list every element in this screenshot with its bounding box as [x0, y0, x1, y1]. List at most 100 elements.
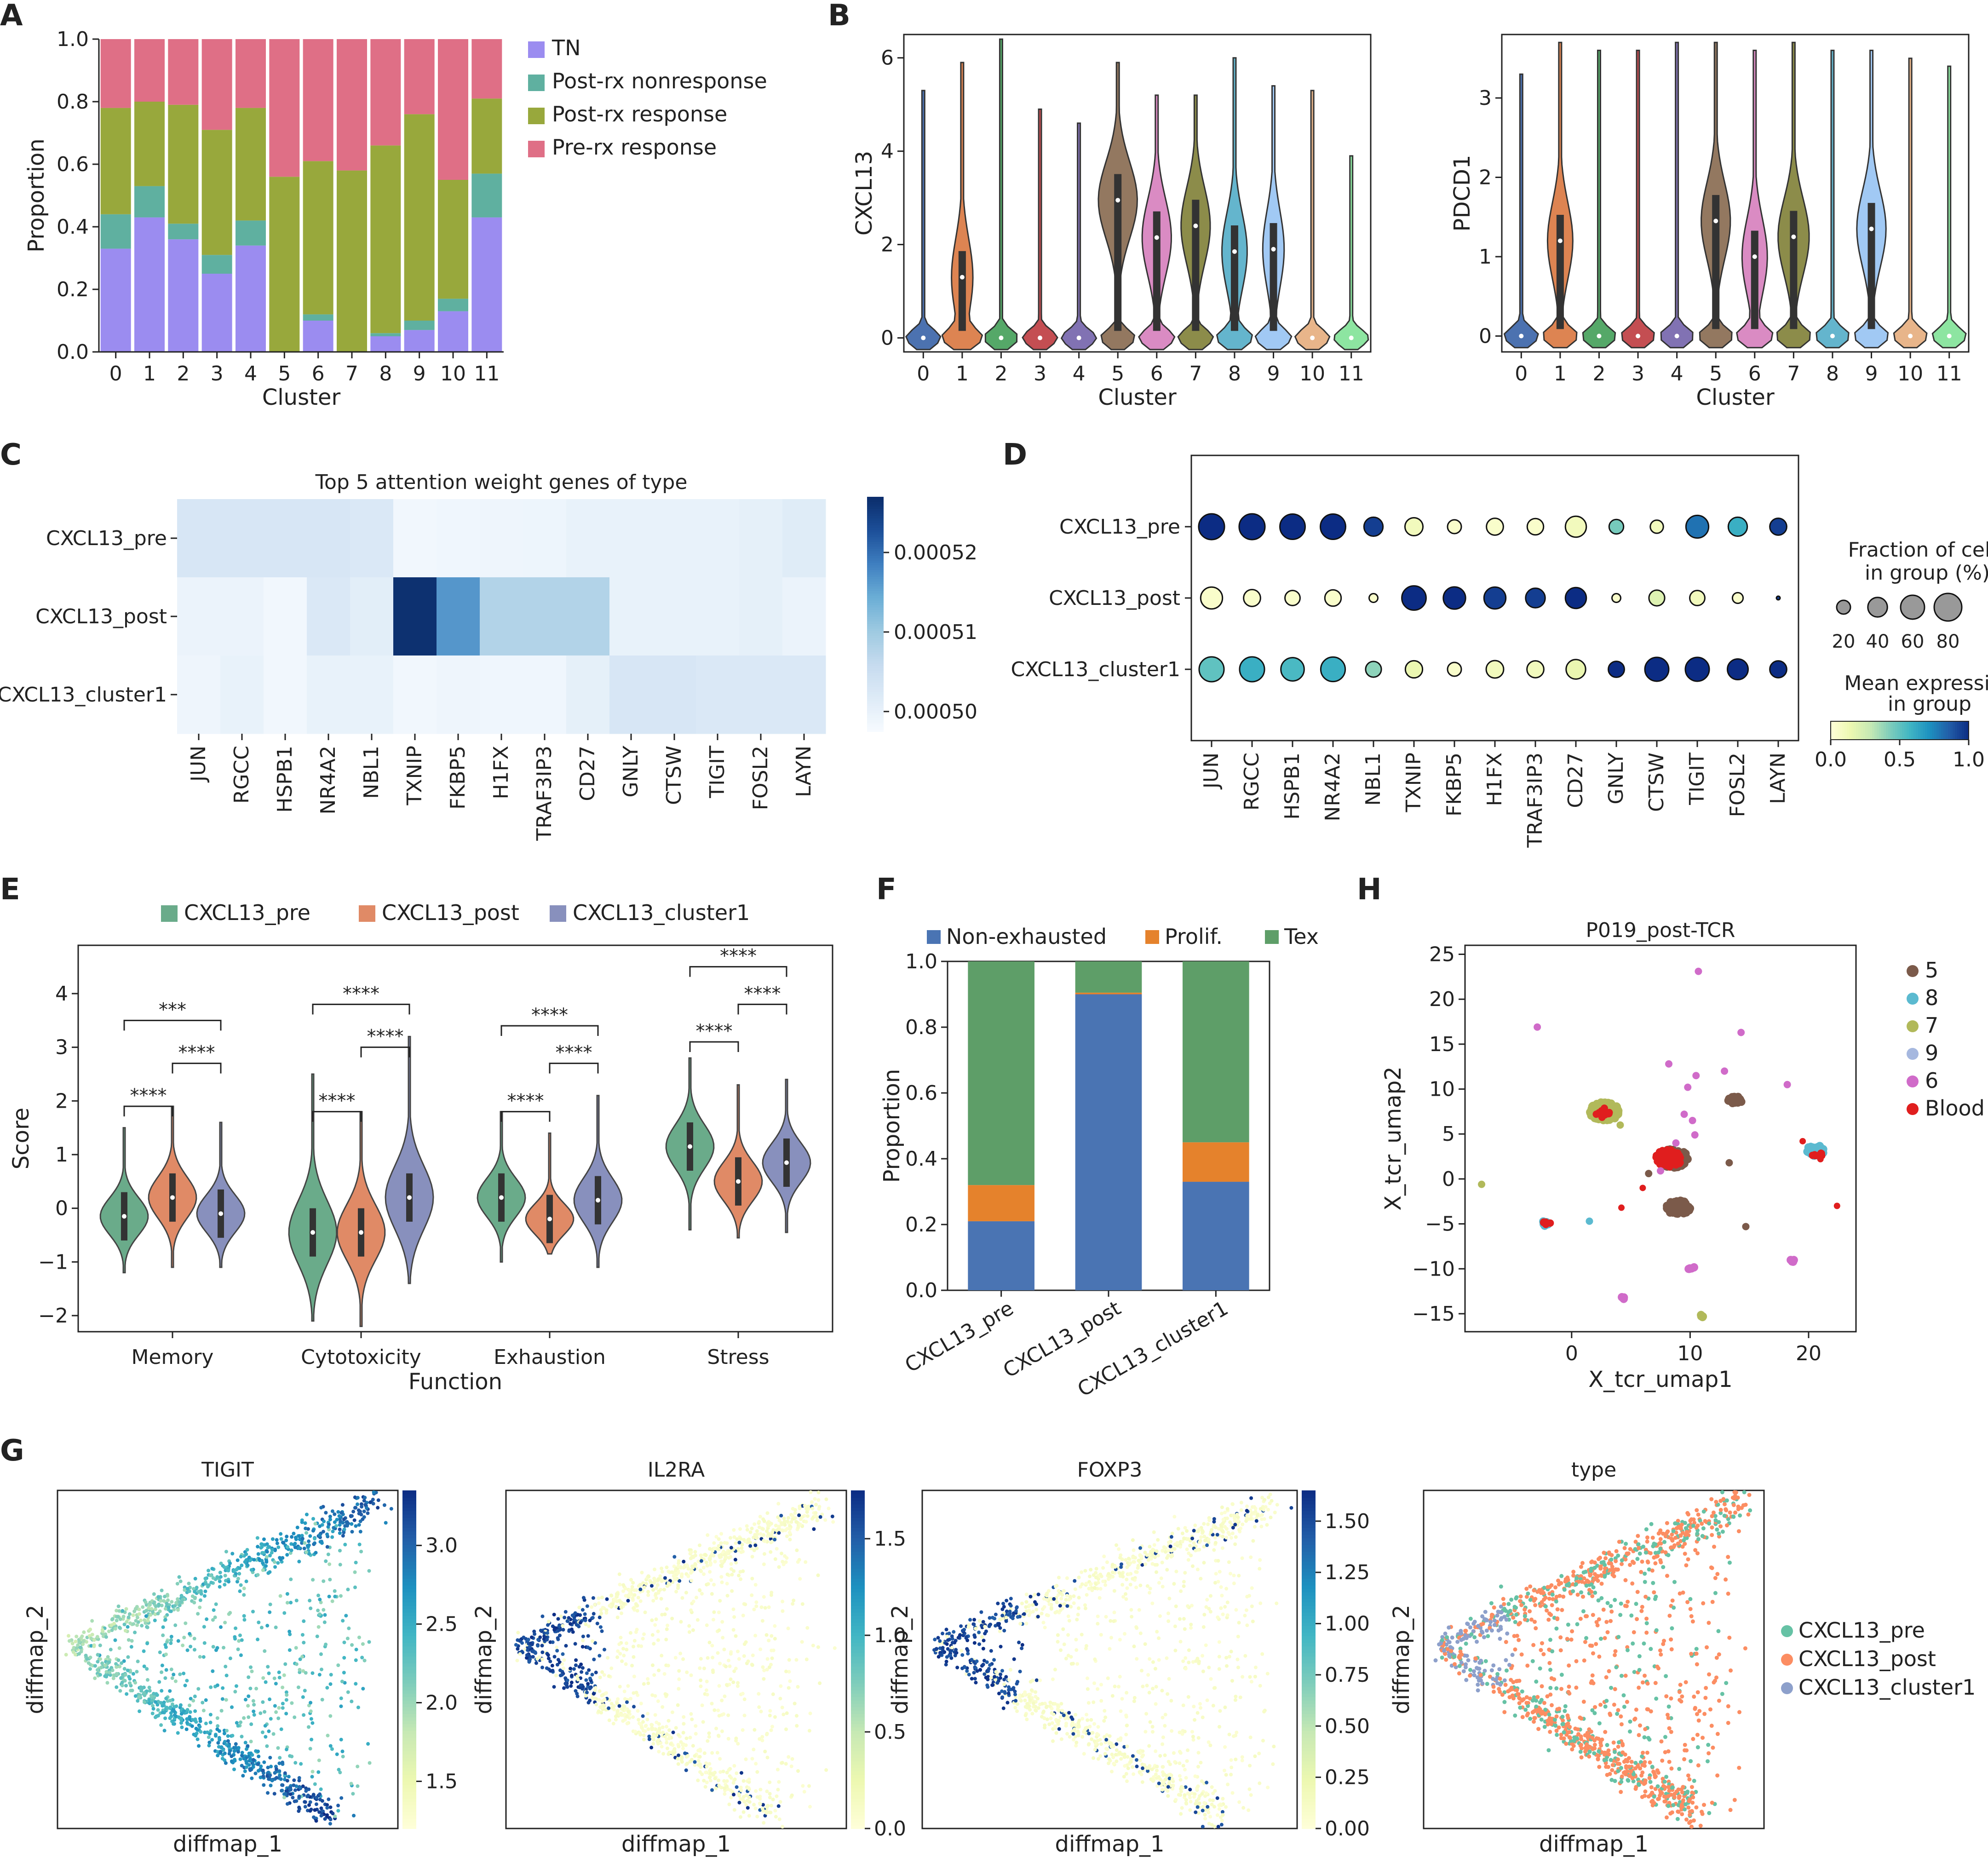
y-axis-label: CXCL13	[851, 151, 877, 236]
scatter-point	[235, 1721, 239, 1725]
heatmap-cell	[220, 499, 264, 578]
legend-label: Post-rx nonresponse	[552, 69, 767, 93]
scatter-point	[1261, 1739, 1265, 1743]
scatter-point	[176, 1597, 180, 1601]
scatter-point	[742, 1654, 746, 1658]
color-legend-step	[1900, 721, 1902, 740]
colorbar-step	[851, 1781, 865, 1785]
scatter-point	[1258, 1781, 1262, 1785]
scatter-point	[279, 1537, 283, 1541]
scatter-point	[328, 1562, 332, 1566]
violin-median	[960, 275, 965, 280]
bar-segment	[404, 330, 435, 352]
scatter-point	[818, 1681, 822, 1685]
scatter-point	[662, 1587, 666, 1592]
scatter-point	[665, 1741, 669, 1745]
scatter-point	[382, 1503, 386, 1507]
violin-body	[1582, 50, 1616, 349]
scatter-point	[607, 1706, 611, 1710]
scatter-point	[608, 1604, 612, 1608]
scatter-point	[169, 1638, 173, 1642]
colorbar-step	[867, 684, 884, 688]
scatter-point	[677, 1677, 681, 1681]
x-axis-label: diffmap_1	[621, 1831, 731, 1857]
scatter-point	[762, 1552, 766, 1556]
scatter-point	[765, 1789, 769, 1794]
scatter-point	[693, 1760, 697, 1764]
colorbar-step	[402, 1794, 416, 1799]
dot	[1238, 513, 1266, 540]
scatter-point	[215, 1683, 219, 1687]
scatter-point	[372, 1490, 376, 1494]
scatter-point	[587, 1668, 591, 1672]
colorbar-step	[851, 1517, 865, 1522]
bar-segment	[236, 245, 266, 352]
scatter-point	[343, 1542, 347, 1547]
heatmap-cell	[264, 499, 307, 578]
violin-body	[288, 1073, 338, 1322]
panel-label-c: C	[0, 438, 22, 472]
y-tick-label: 10	[1429, 1078, 1455, 1101]
scatter-point	[719, 1532, 724, 1536]
scatter-point	[1020, 1601, 1024, 1605]
scatter-point	[223, 1751, 227, 1755]
scatter-point	[168, 1698, 172, 1702]
colorbar-step	[867, 523, 884, 526]
violin-body	[1216, 57, 1253, 351]
colorbar-step	[867, 576, 884, 580]
scatter-point	[784, 1669, 788, 1673]
y-axis-label: diffmap_2	[887, 1604, 913, 1714]
scatter-point	[147, 1685, 151, 1690]
scatter-point	[718, 1662, 722, 1666]
col-label: GNLY	[619, 746, 643, 798]
scatter-point	[262, 1783, 266, 1787]
scatter-point	[704, 1560, 708, 1564]
scatter-point	[1170, 1531, 1174, 1535]
color-legend-step	[1943, 721, 1946, 740]
scatter-point	[1783, 1081, 1791, 1088]
scatter-point	[663, 1692, 667, 1696]
scatter-point	[250, 1776, 254, 1780]
scatter-point	[546, 1631, 550, 1635]
scatter-point	[290, 1754, 294, 1759]
scatter-point	[621, 1583, 626, 1587]
scatter-point	[257, 1620, 261, 1624]
scatter-point	[269, 1765, 273, 1769]
scatter-point	[305, 1512, 309, 1517]
scatter-point	[199, 1592, 203, 1596]
scatter-point	[238, 1566, 242, 1570]
scatter-point	[779, 1513, 783, 1518]
scatter-point	[752, 1803, 756, 1807]
scatter-point	[205, 1730, 209, 1734]
violin-median	[736, 1179, 741, 1184]
scatter-point	[1109, 1636, 1113, 1640]
colorbar-step	[402, 1646, 416, 1650]
scatter-point	[728, 1536, 732, 1540]
scatter-point	[185, 1587, 190, 1591]
colorbar-step	[402, 1511, 416, 1515]
plot-frame	[57, 1489, 399, 1829]
scatter-point	[654, 1586, 658, 1590]
scatter-point	[725, 1779, 729, 1783]
scatter-point	[188, 1632, 192, 1636]
scatter-point	[626, 1684, 630, 1688]
scatter-point	[560, 1662, 564, 1666]
colorbar-step	[851, 1521, 865, 1525]
scatter-point	[552, 1612, 556, 1616]
scatter-point	[84, 1653, 88, 1657]
scatter-point	[1230, 1531, 1235, 1535]
scatter-point	[575, 1694, 580, 1698]
colorbar-step	[867, 593, 884, 596]
significance-label: ****	[507, 1091, 544, 1112]
scatter-point	[298, 1668, 302, 1672]
scatter-point	[137, 1612, 141, 1616]
scatter-point	[754, 1789, 758, 1793]
colorbar-step	[867, 642, 884, 645]
scatter-point	[108, 1670, 112, 1674]
heatmap-cell	[739, 656, 783, 734]
row-label: CXCL13_cluster1	[1011, 658, 1180, 681]
scatter-point	[768, 1714, 772, 1718]
col-label: FOSL2	[749, 746, 772, 810]
scatter-point	[784, 1727, 788, 1731]
